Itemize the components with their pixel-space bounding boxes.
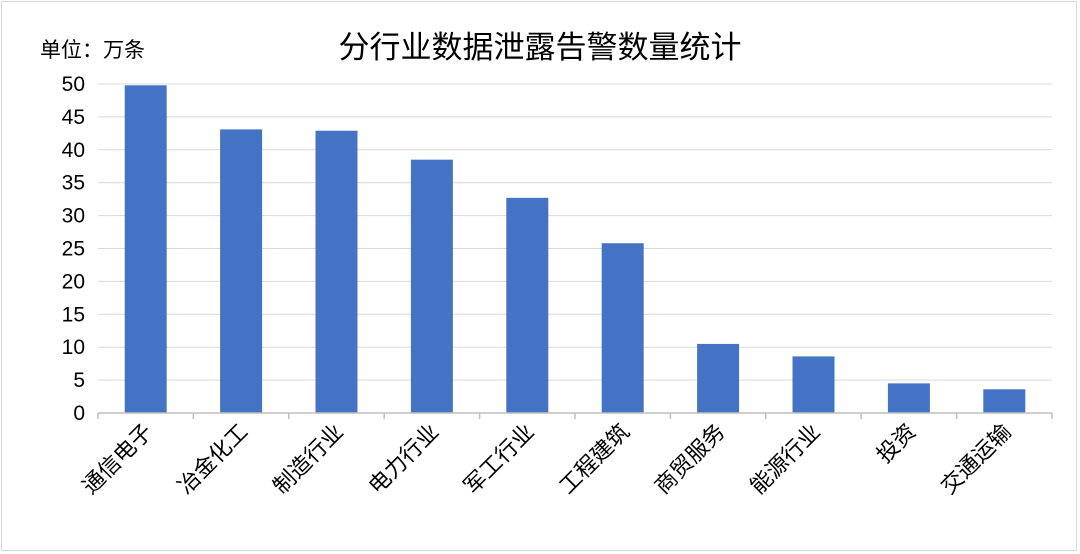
x-axis [97, 412, 1053, 419]
bar [697, 343, 740, 413]
bar [410, 159, 453, 413]
y-tick-label: 40 [62, 139, 85, 162]
chart-title: 分行业数据泄露告警数量统计 [339, 30, 742, 66]
x-category-label: 工程建筑 [555, 420, 635, 500]
category-labels: 通信电子 冶金化工 制造行业 电力行业 军工行业 工程建筑 商贸服务 能源行业 投资 交通运输 [78, 420, 1017, 500]
y-tick-label: 45 [62, 106, 85, 129]
y-tick-label: 30 [62, 205, 85, 228]
y-axis-ticks: 0 5 10 15 20 25 30 35 40 45 50 [62, 73, 85, 425]
x-category-label: 电力行业 [364, 420, 444, 500]
x-category-label: 能源行业 [746, 420, 826, 500]
bar [792, 356, 835, 413]
bar [506, 197, 549, 413]
bar [315, 130, 358, 413]
y-tick-label: 35 [62, 172, 85, 195]
y-tick-label: 20 [62, 270, 85, 293]
bars [124, 85, 1026, 413]
x-category-label: 军工行业 [460, 420, 540, 500]
unit-label: 单位：万条 [40, 38, 145, 62]
x-category-label: 投资 [872, 420, 921, 469]
bar [983, 389, 1026, 413]
x-category-label: 商贸服务 [650, 420, 730, 500]
bar [887, 383, 930, 413]
y-tick-label: 25 [62, 238, 85, 261]
bar [124, 85, 167, 413]
bar [220, 129, 263, 413]
y-tick-label: 0 [73, 402, 85, 425]
x-category-label: 制造行业 [269, 420, 349, 500]
y-tick-label: 15 [62, 303, 85, 326]
y-tick-label: 50 [62, 73, 85, 96]
x-category-label: 通信电子 [78, 420, 158, 500]
x-category-label: 交通运输 [937, 420, 1017, 500]
bar [601, 243, 644, 413]
x-category-label: 冶金化工 [173, 420, 253, 500]
y-tick-label: 5 [73, 369, 85, 392]
y-tick-label: 10 [62, 336, 85, 359]
